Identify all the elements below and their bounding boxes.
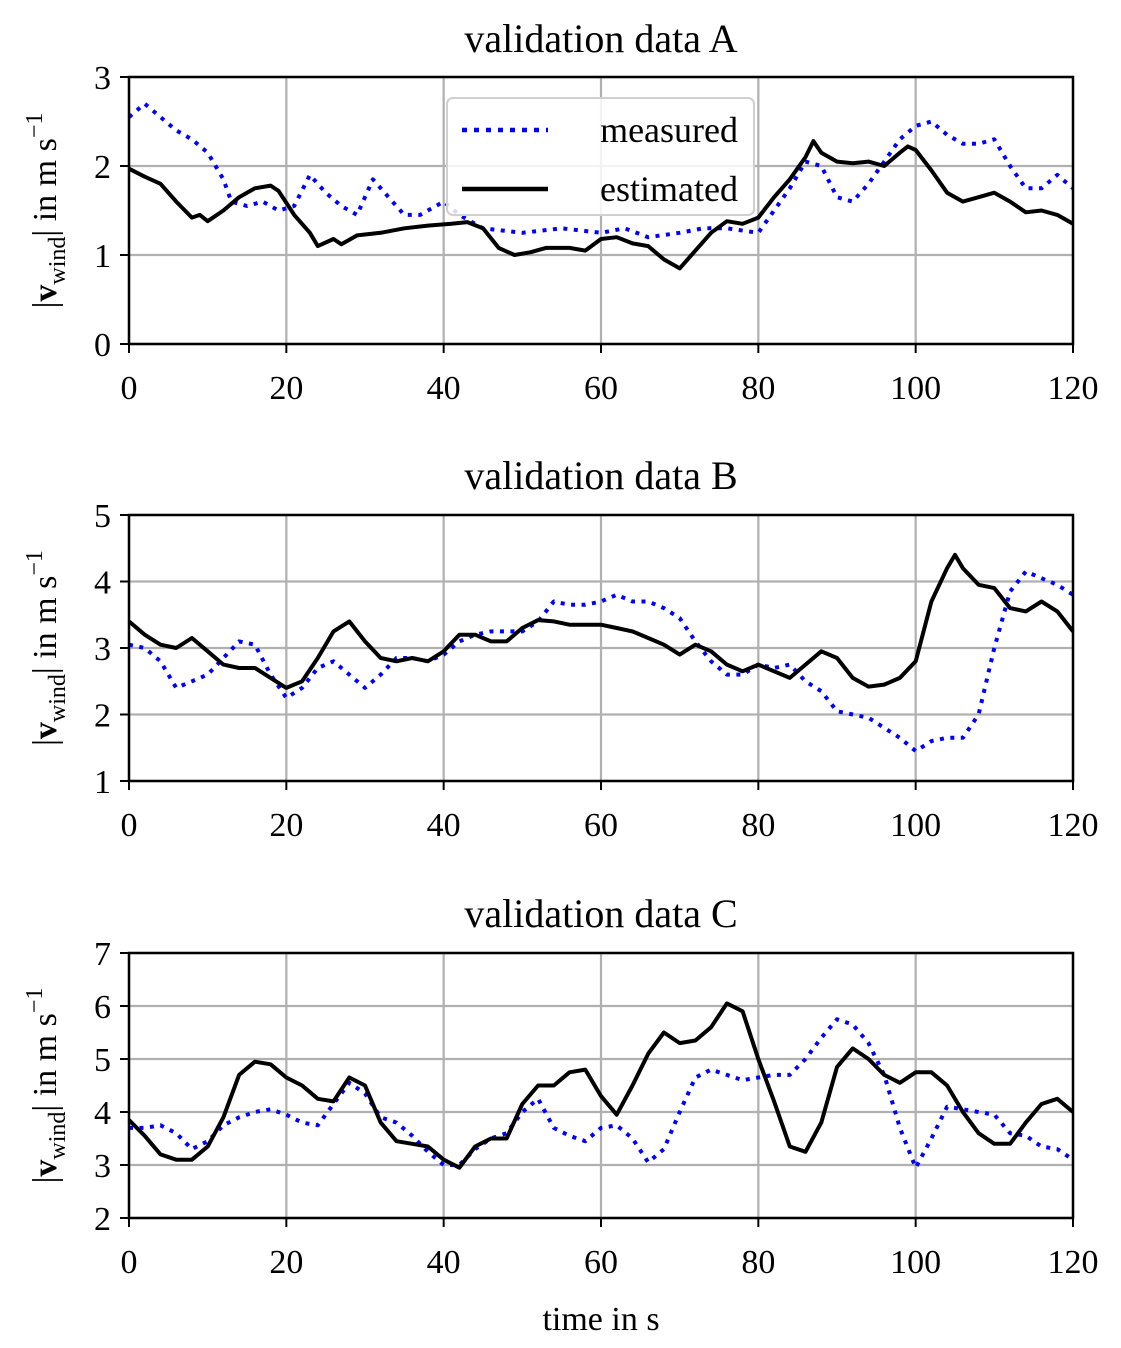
- x-tick-label: 120: [1048, 807, 1099, 844]
- x-tick-label: 0: [121, 807, 138, 844]
- chart-title: validation data A: [464, 16, 737, 61]
- y-tick-label: 7: [94, 936, 111, 973]
- y-label-unit: | in m s: [27, 576, 64, 674]
- x-tick-label: 100: [890, 807, 941, 844]
- series-line-measured: [129, 1017, 1075, 1170]
- y-label-open: |: [27, 302, 64, 309]
- x-tick-label: 60: [584, 807, 618, 844]
- x-tick-label: 60: [584, 370, 618, 407]
- y-label-superscript: −1: [22, 113, 48, 139]
- legend-label-measured: measured: [600, 110, 738, 150]
- y-label-subscript: wind: [45, 237, 71, 285]
- y-label-unit: | in m s: [27, 1013, 64, 1111]
- y-tick-label: 3: [94, 631, 111, 668]
- y-tick-label: 5: [94, 498, 111, 535]
- legend-box: [446, 97, 755, 216]
- x-tick-label: 60: [584, 1244, 618, 1281]
- y-label-superscript: −1: [22, 988, 48, 1014]
- y-tick-label: 2: [94, 698, 111, 735]
- x-tick-label: 120: [1048, 1244, 1099, 1281]
- y-axis-label: |vwind| in m s−1: [22, 550, 71, 746]
- y-tick-label: 2: [94, 1201, 111, 1238]
- y-tick-label: 0: [94, 327, 111, 364]
- series-line-estimated: [127, 552, 1075, 690]
- panel-a: 0 20 40 60 80 100 120 0 1 2 3 validation data A |vwi…: [22, 16, 1099, 407]
- x-tick-label: 0: [121, 370, 138, 407]
- x-tick-label: 0: [121, 1244, 138, 1281]
- y-label-open: |: [27, 1177, 64, 1184]
- y-label-vector: v: [27, 722, 64, 739]
- series-line-measured: [127, 101, 1075, 240]
- y-axis-label: |vwind| in m s−1: [22, 113, 71, 309]
- x-tick-label: 40: [427, 370, 461, 407]
- x-tick-label: 100: [890, 1244, 941, 1281]
- y-tick-label: 4: [94, 565, 111, 602]
- x-tick-label: 80: [741, 370, 775, 407]
- series-line-estimated: [128, 139, 1074, 271]
- y-label-subscript: wind: [45, 1112, 71, 1160]
- y-tick-label: 3: [94, 1148, 111, 1185]
- chart-title: validation data B: [464, 453, 737, 498]
- x-tick-label: 40: [427, 807, 461, 844]
- y-label-vector: v: [27, 285, 64, 302]
- legend: measured estimated: [446, 97, 755, 216]
- x-tick-label: 20: [269, 1244, 303, 1281]
- x-axis-label: time in s: [542, 1301, 659, 1338]
- x-tick-label: 20: [269, 370, 303, 407]
- y-tick-label: 2: [94, 149, 111, 186]
- y-label-vector: v: [27, 1160, 64, 1177]
- panel-c: 0 20 40 60 80 100 120 2 3 4 5 6 7 validation data C |v…: [22, 891, 1099, 1338]
- y-tick-label: 1: [94, 238, 111, 275]
- y-tick-label: 4: [94, 1095, 111, 1132]
- y-label-subscript: wind: [45, 674, 71, 722]
- x-tick-label: 80: [741, 1244, 775, 1281]
- y-tick-label: 5: [94, 1042, 111, 1079]
- y-tick-label: 6: [94, 989, 111, 1026]
- legend-label-estimated: estimated: [600, 169, 738, 209]
- x-tick-label: 120: [1048, 370, 1099, 407]
- x-tick-label: 100: [890, 370, 941, 407]
- y-label-unit: | in m s: [27, 138, 64, 236]
- x-tick-label: 40: [427, 1244, 461, 1281]
- y-tick-label: 3: [94, 60, 111, 97]
- y-axis-label: |vwind| in m s−1: [22, 988, 71, 1184]
- y-label-open: |: [27, 739, 64, 746]
- panel-b: 0 20 40 60 80 100 120 1 2 3 4 5 validation data B |vw…: [22, 453, 1099, 844]
- y-tick-label: 1: [94, 764, 111, 801]
- chart-title: validation data C: [464, 891, 737, 936]
- series-line-estimated: [127, 1001, 1075, 1170]
- x-tick-label: 80: [741, 807, 775, 844]
- x-tick-label: 20: [269, 807, 303, 844]
- y-label-superscript: −1: [22, 550, 48, 576]
